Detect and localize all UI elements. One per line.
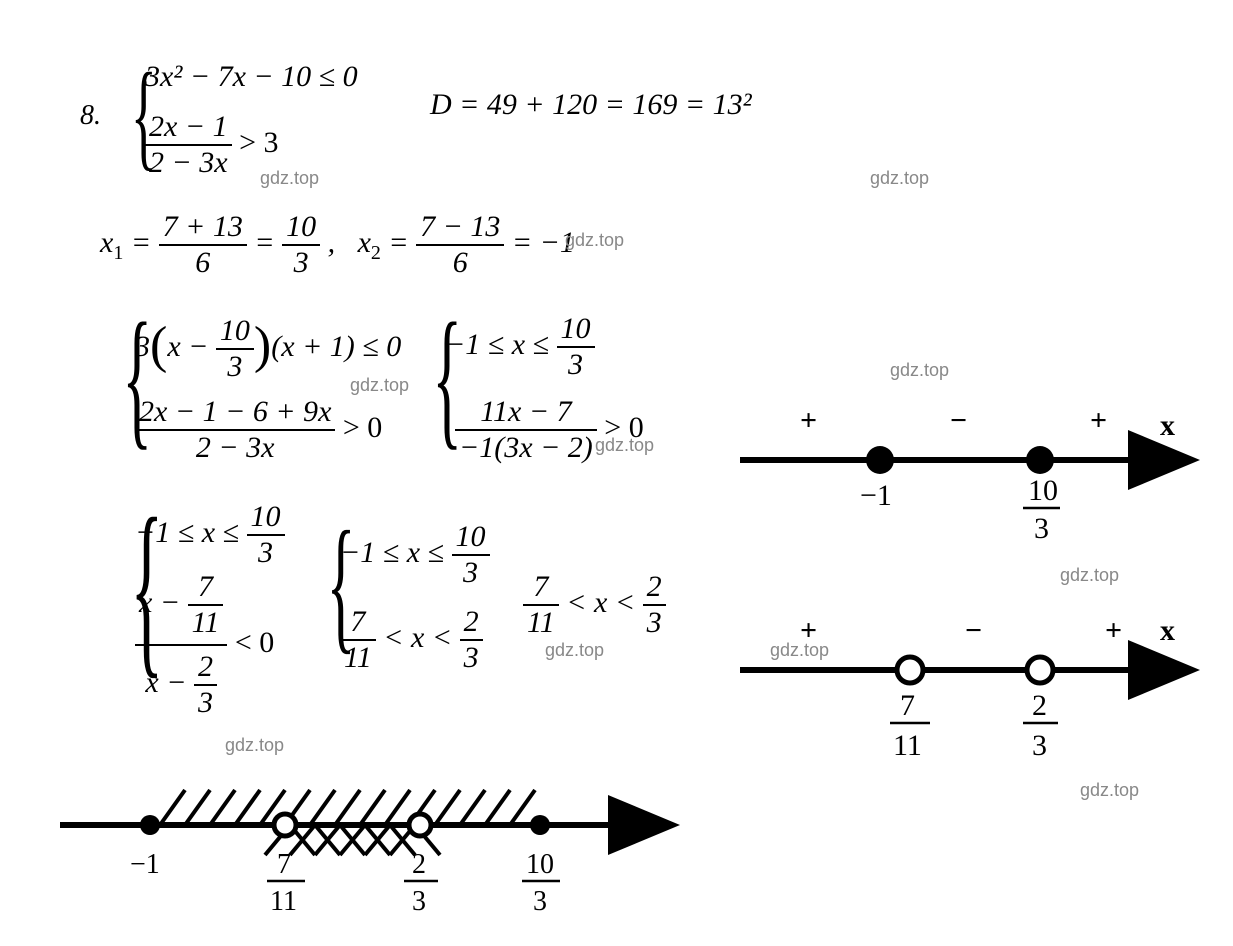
- nl2-label-1b: 11: [893, 729, 922, 762]
- nl2-label-2a: 2: [1032, 689, 1047, 722]
- watermark: gdz.top: [870, 168, 929, 189]
- svg-text:10: 10: [526, 849, 554, 880]
- nl1-label-1: −1: [860, 479, 892, 512]
- watermark: gdz.top: [770, 640, 829, 661]
- svg-text:7: 7: [277, 849, 291, 880]
- numberline-1: + − + x −1 10 3: [740, 390, 1180, 570]
- nl2-label-1a: 7: [900, 689, 915, 722]
- nl2-sign-minus: −: [965, 614, 982, 647]
- nl2-axis-label: x: [1160, 614, 1175, 647]
- numberline-2: + − + x 7 11 2 3: [740, 600, 1180, 790]
- watermark: gdz.top: [225, 735, 284, 756]
- nl2-sign-plus-right: +: [1105, 614, 1122, 647]
- watermark: gdz.top: [350, 375, 409, 396]
- watermark: gdz.top: [595, 435, 654, 456]
- watermark: gdz.top: [260, 168, 319, 189]
- nl1-sign-minus: −: [950, 404, 967, 437]
- sys1-line2: 2x − 12 − 3x > 3: [145, 110, 279, 180]
- problem-number: 8.: [80, 100, 101, 132]
- final-answer: 711 < x < 23: [523, 570, 666, 640]
- sys5-line2: 711 < x < 23: [340, 605, 483, 675]
- svg-text:3: 3: [533, 886, 547, 917]
- nl1-sign-plus-right: +: [1090, 404, 1107, 437]
- sys2-line1: 3(x − 103)(x + 1) ≤ 0: [135, 310, 401, 384]
- watermark: gdz.top: [1080, 780, 1139, 801]
- watermark: gdz.top: [890, 360, 949, 381]
- watermark: gdz.top: [545, 640, 604, 661]
- nl1-axis-label: x: [1160, 409, 1175, 442]
- sys2-line2: 2x − 1 − 6 + 9x2 − 3x > 0: [135, 395, 382, 465]
- numberline-3: −1 7 11 2 3 10 3: [60, 755, 660, 945]
- svg-text:3: 3: [412, 886, 426, 917]
- nl1-label-2b: 3: [1034, 512, 1049, 545]
- sys4-line1: −1 ≤ x ≤ 103: [135, 500, 285, 570]
- nl2-label-2b: 3: [1032, 729, 1047, 762]
- sys4-line2: x − 711 x − 23 < 0: [135, 570, 274, 720]
- nl1-label-2a: 10: [1028, 474, 1058, 507]
- nl3-label-1: −1: [130, 849, 160, 880]
- svg-text:11: 11: [270, 886, 297, 917]
- hatch-top: [160, 790, 535, 825]
- sys1-line1: 3x² − 7x − 10 ≤ 0: [145, 60, 358, 94]
- watermark: gdz.top: [1060, 565, 1119, 586]
- discriminant: D = 49 + 120 = 169 = 13²: [430, 88, 752, 122]
- sys3-line1: −1 ≤ x ≤ 103: [445, 312, 595, 382]
- sys5-line1: −1 ≤ x ≤ 103: [340, 520, 490, 590]
- nl1-sign-plus-left: +: [800, 404, 817, 437]
- svg-text:2: 2: [412, 849, 426, 880]
- watermark: gdz.top: [565, 230, 624, 251]
- roots: x1 = 7 + 136 = 103 , x2 = 7 − 136 = −1: [100, 210, 575, 280]
